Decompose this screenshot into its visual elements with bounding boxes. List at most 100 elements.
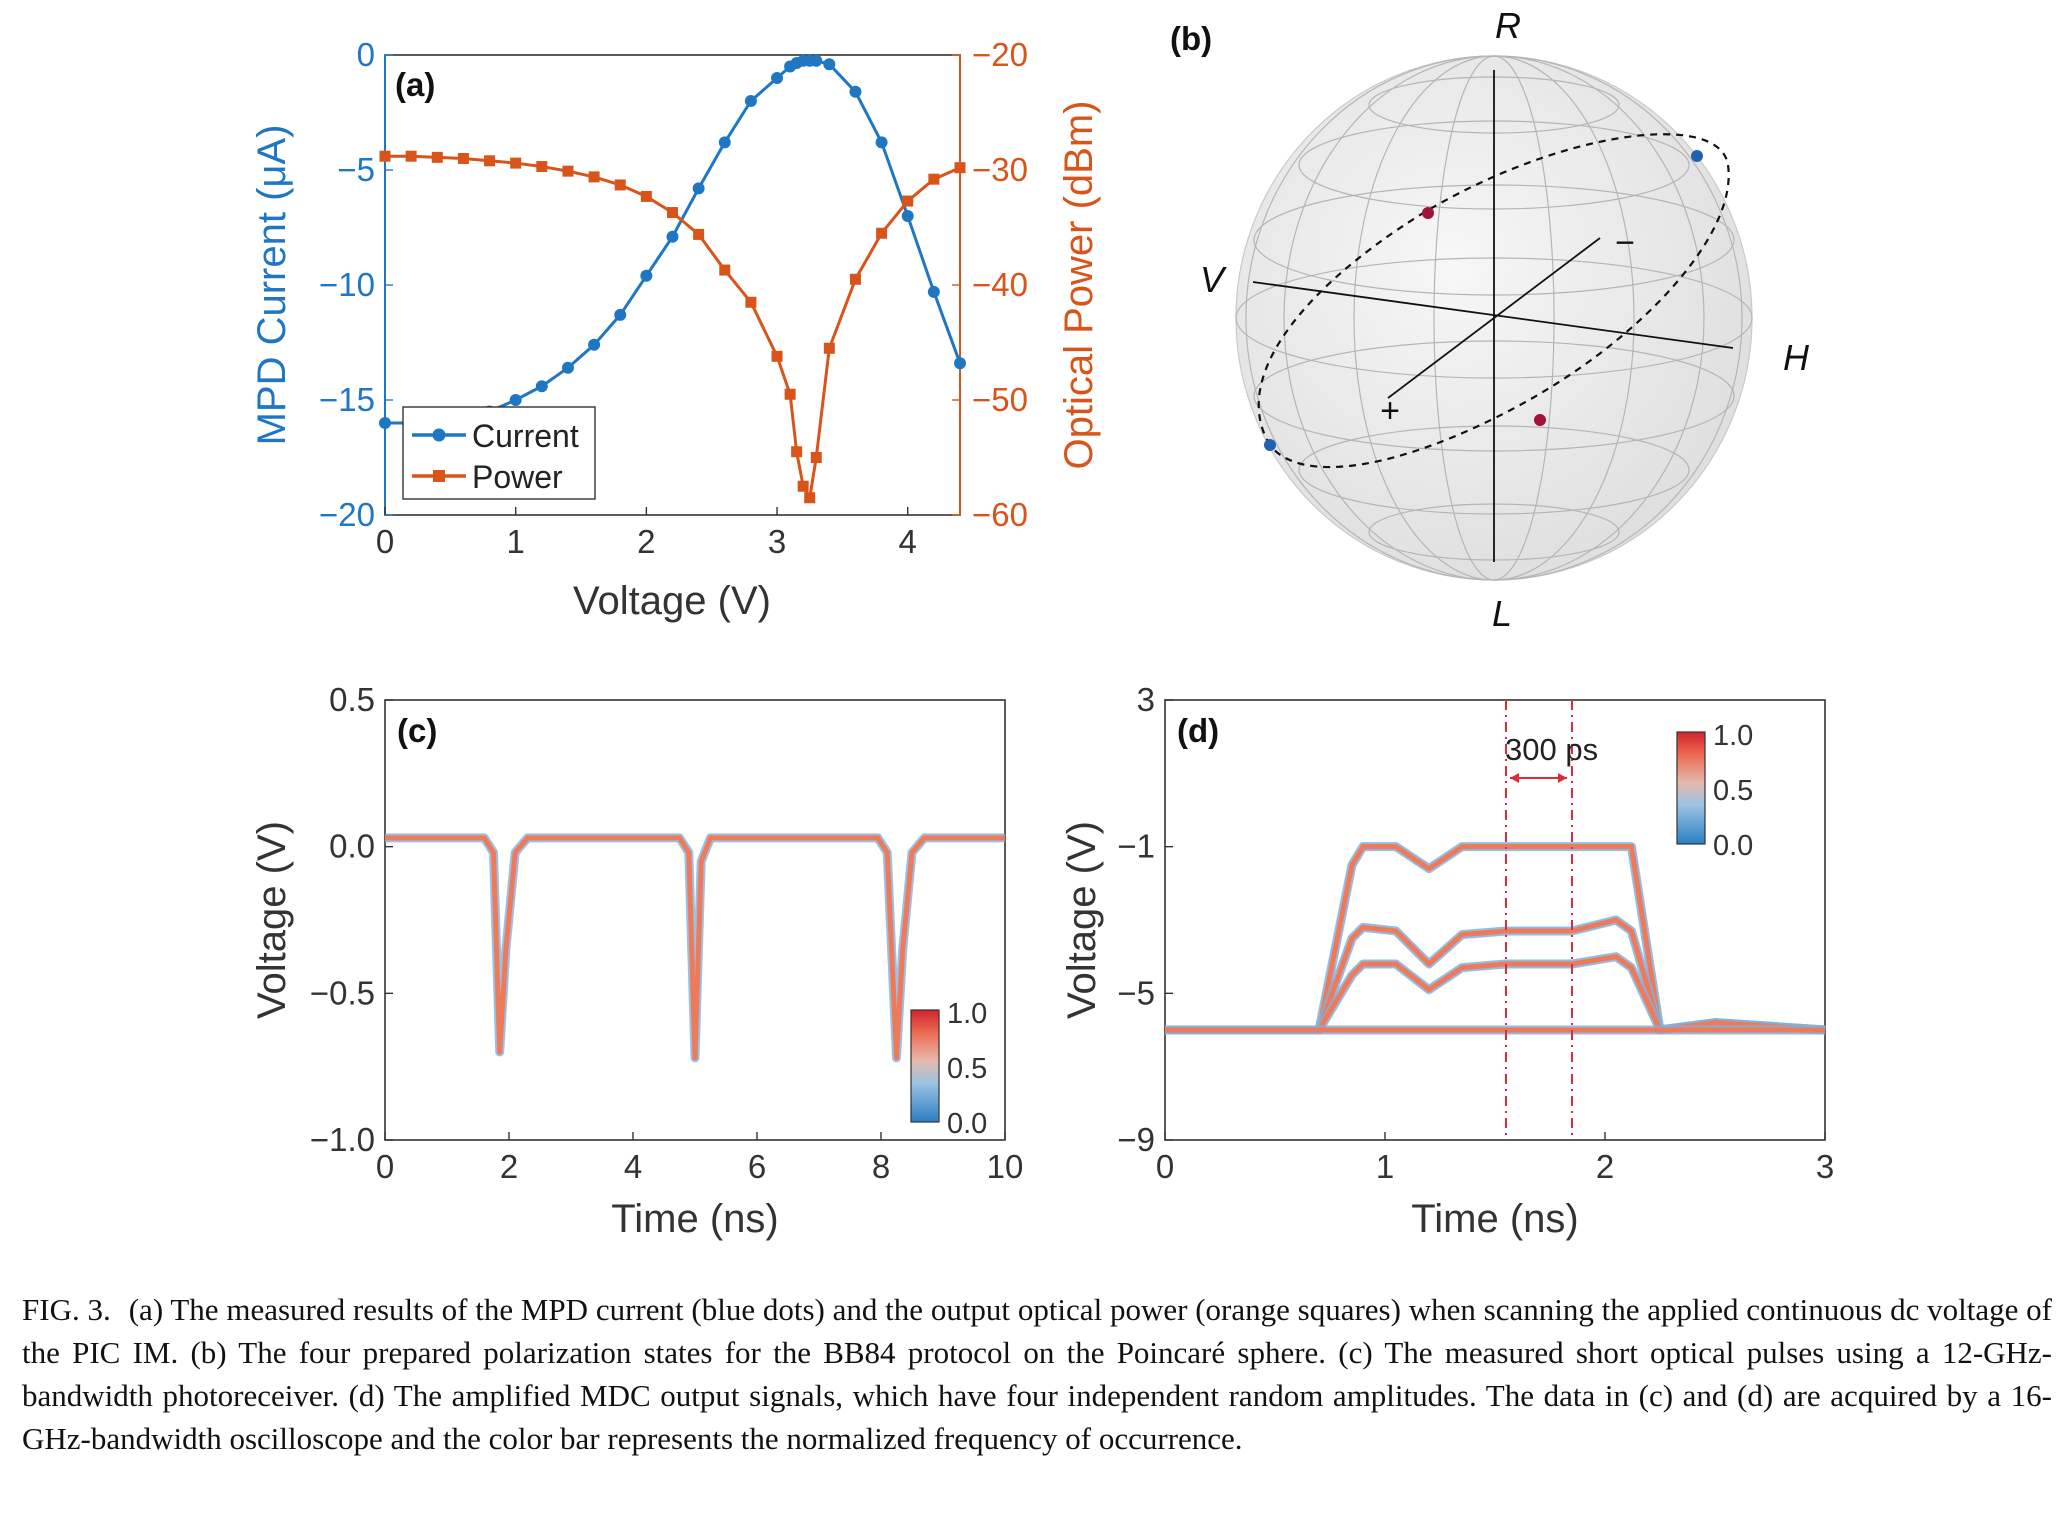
x-tick-label: 4 [624,1148,642,1185]
panel-a: 0 1 2 3 4 0 −5 −10 −15 −20 −20 −30 −40 −50 −60 (a) V… [250,36,1101,623]
y-tick-label: −0.5 [310,974,375,1011]
state-red-bottom [1534,414,1546,426]
panel-c-plot-frame [384,699,1006,1141]
power-point [876,227,888,239]
power-point [405,150,417,162]
power-point [804,492,816,504]
axis-plus-minus [1387,237,1601,399]
panel-a-x-ticks: 0 1 2 3 4 [376,507,917,560]
panel-a-ylabel-right: Optical Power (dBm) [1057,101,1101,470]
current-point [588,338,601,351]
x-tick-label: 2 [637,523,655,560]
axis-v-h [1252,281,1734,349]
power-point [745,296,757,308]
panel-d-arrowhead-left [1510,773,1519,783]
power-point [484,155,496,167]
y-tick-label: 0.5 [329,681,375,718]
panel-d-x-ticks: 0 1 2 3 [1156,1132,1834,1185]
y-tick-label: −10 [319,266,375,303]
panel-d-ylabel: Voltage (V) [1060,821,1104,1019]
y-tick-label: −50 [972,381,1028,418]
y-tick-label: 0 [357,36,375,73]
legend-current-label: Current [472,418,579,454]
power-point [954,162,966,174]
current-point [640,269,653,282]
current-point [823,58,836,71]
caption-text: (a) The measured results of the MPD curr… [22,1292,2052,1456]
sphere-label-plus: + [1380,392,1400,430]
grid-meridian-4 [1245,55,1743,581]
power-point [849,273,861,285]
current-point [379,417,391,429]
caption-label: FIG. 3. [22,1292,111,1327]
panel-a-ylabel-left: MPD Current (μA) [250,125,294,446]
y-tick-label: −20 [972,36,1028,73]
panel-a-label: (a) [395,66,435,103]
panel-c-label: (c) [397,712,437,749]
panel-d-colorbar-tick: 0.0 [1713,830,1753,862]
current-point [614,308,627,321]
y-tick-label: −5 [1117,974,1155,1011]
y-tick-label: −15 [319,381,375,418]
state-blue-top [1691,150,1703,162]
legend-box [402,406,596,500]
x-tick-label: 2 [500,1148,518,1185]
x-tick-label: 4 [899,523,917,560]
x-tick-label: 6 [748,1148,766,1185]
power-point [810,452,822,463]
y-tick-label: −5 [337,151,375,188]
power-point [719,264,731,276]
state-blue-bottom [1264,439,1276,451]
panel-c: 0 2 4 6 8 10 0.5 0.0 −0.5 −1.0 (c) Time (ns) Vol… [250,681,1023,1241]
power-point [562,165,574,177]
pulse-trace [385,835,1005,1061]
x-tick-label: 0 [376,1148,394,1185]
current-point [718,136,731,149]
current-point [927,285,940,298]
power-point [928,173,940,185]
current-point [692,182,705,195]
panel-a-xlabel: Voltage (V) [573,579,771,623]
legend-power-marker [433,470,445,482]
power-point [797,480,809,492]
panel-a-right-ticks: −20 −30 −40 −50 −60 [952,36,1028,533]
amplitude-trace-halo [1165,842,1826,1035]
panel-c-colorbar [910,1009,940,1123]
panel-d: 0 1 2 3 3 −1 −5 −9 (d) Time (ns) Voltage (V) 3… [1060,681,1834,1241]
panel-c-colorbar-tick: 0.5 [947,1053,987,1085]
x-tick-label: 1 [507,523,525,560]
panel-d-colorbar-tick: 1.0 [1713,720,1753,752]
power-point [536,161,548,173]
y-tick-label: 3 [1137,681,1155,718]
x-tick-label: 1 [1376,1148,1394,1185]
y-tick-label: 0.0 [329,828,375,865]
panel-c-colorbar-tick: 0.0 [947,1108,987,1140]
y-tick-label: −9 [1117,1121,1155,1158]
legend-power-label: Power [472,459,563,495]
x-tick-label: 0 [376,523,394,560]
figure-caption: FIG. 3. (a) The measured results of the M… [22,1288,2052,1460]
panel-c-ylabel: Voltage (V) [250,821,294,1019]
power-point [902,195,914,207]
panel-c-y-ticks: 0.5 0.0 −0.5 −1.0 [310,681,393,1158]
power-point [379,150,391,162]
power-point [693,228,705,240]
panel-a-left-ticks: 0 −5 −10 −15 −20 [319,36,393,533]
sphere-label-v: V [1200,259,1227,300]
panel-c-colorbar-tick: 1.0 [947,998,987,1030]
panel-d-colorbar-tick: 0.5 [1713,775,1753,807]
state-red-top [1422,207,1434,219]
current-point [875,136,888,149]
x-tick-label: 2 [1596,1148,1614,1185]
x-tick-label: 8 [872,1148,890,1185]
current-point [771,72,784,84]
amplitude-trace [1165,844,1826,1033]
sphere-axes [1252,70,1734,562]
x-tick-label: 10 [987,1148,1024,1185]
x-tick-label: 3 [1816,1148,1834,1185]
x-tick-label: 3 [768,523,786,560]
y-tick-label: −60 [972,496,1028,533]
panel-d-colorbar [1676,731,1706,845]
y-tick-label: −30 [972,151,1028,188]
panel-c-x-ticks: 0 2 4 6 8 10 [376,1132,1024,1185]
